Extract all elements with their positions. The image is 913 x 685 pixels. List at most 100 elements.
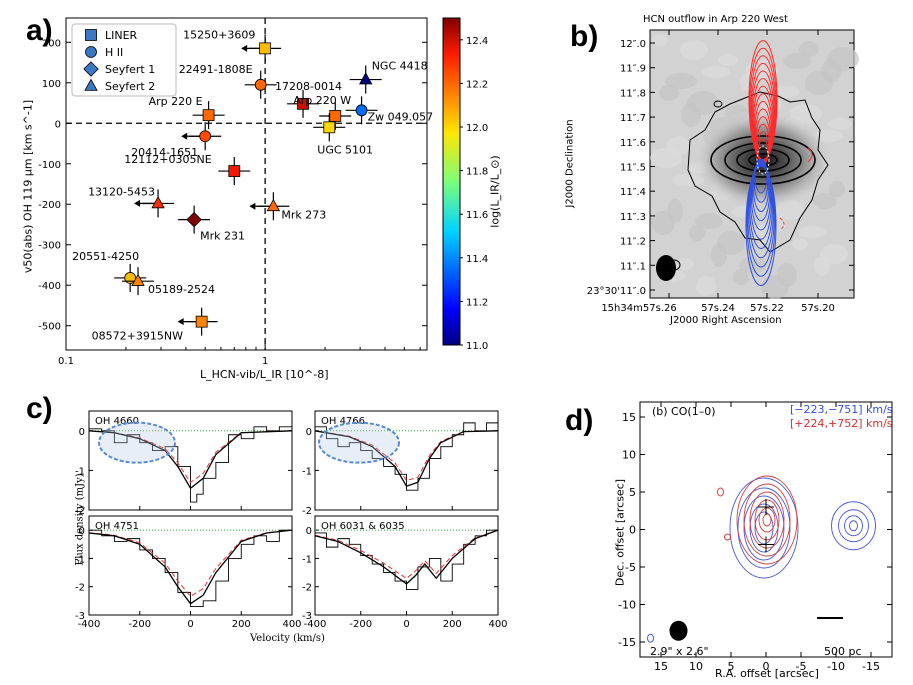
red-contour [736,475,798,565]
data-point: 17208-0014 [275,80,342,118]
x-tick-label: 0 [187,619,193,630]
blue-fragment [647,633,654,643]
red-contour [749,55,777,161]
data-point: Arp 220 E [149,95,225,130]
red-contour [758,507,776,533]
legend-marker-diamond [83,61,99,77]
y-tick-label: 0 [55,119,61,130]
upper-limit-arrowhead [241,44,248,52]
noise-blob [740,72,760,92]
beam-ellipse [669,620,688,641]
chart-d-frame [639,401,893,658]
noise-blob [776,200,804,220]
red-contour [752,78,774,162]
blue-contour-east [849,520,858,532]
fit-total [314,529,499,585]
noise-blob [747,123,771,147]
marker-square [195,315,208,328]
point-label: 20414-1651 [131,146,198,159]
red-contour [749,47,777,161]
spectrum-histogram [315,529,499,590]
noise-blob [829,181,845,197]
noise-blob [696,276,716,296]
x-tick-label: -15 [862,660,880,673]
y-tick-label: -2 [302,583,312,594]
red-contour [756,131,770,165]
point-label: Arp 220 E [149,95,203,108]
point-label: Mrk 273 [281,208,326,221]
legend-label: H II [105,46,123,59]
marker-square [228,165,241,177]
data-point: Mrk 273 [249,192,326,221]
colorbar-tick-label: 11.6 [466,210,488,221]
colorbar-tick-label: 12.4 [466,36,488,47]
y-tick-label: -200 [38,200,61,211]
red-contour [750,62,776,162]
point-label: Arp 220 W [293,94,351,107]
panel-letter-c: c) [26,392,53,425]
chart-c-ylabel: Flux density (mJy) [74,473,86,566]
legend-label: LINER [105,29,138,42]
noise-blob [769,149,793,165]
black-contour-core [736,148,790,172]
fit-component-red [88,430,293,484]
marker-triangle [358,72,373,85]
y-tick-label: -2 [302,506,312,517]
chart-a-colorbar-label: log(L_IR/L_⊙) [488,155,502,228]
noise-blob [703,129,723,145]
highlight-ellipse [98,421,176,464]
black-island [713,100,723,108]
legend-marker-square [85,29,97,41]
noise-blob [798,226,826,238]
x-tick-label: 0 [403,619,409,630]
red-contour [749,491,785,549]
red-fragment [717,487,724,497]
upper-limit-arrowhead [134,199,141,207]
noise-blob [748,194,764,206]
fit-component-red [88,529,293,597]
noise-blob [768,86,800,98]
data-point: 20414-1651 [131,122,222,159]
y-tick-label: -3 [75,611,85,622]
data-point: 22491-1808E [179,63,277,99]
noise-blob [770,212,786,232]
red-dashed-fragment [779,217,785,231]
noise-blob [651,211,675,235]
blue-contour [750,161,772,231]
red-contour [754,100,772,164]
legend-label: Seyfert 1 [105,63,155,76]
red-contour [757,138,769,166]
noise-blob [665,73,697,89]
legend-label: Seyfert 2 [105,80,155,93]
noise-blob [711,243,727,267]
noise-blob [792,238,808,250]
data-point: 20551-4250 [72,250,147,292]
chart-a-xlabel: L_HCN-vib/L_IR [10^-8] [200,368,329,381]
subplot-frame [88,410,293,511]
noise-blob [820,244,848,264]
chart-b-background [649,29,855,299]
noise-blob [666,136,690,156]
noise-blob [761,275,789,299]
y-tick-label: 11″.4 [620,187,646,198]
noise-blob [783,53,811,69]
upper-limit-arrowhead [177,318,184,326]
point-label: 13120-5453 [88,185,155,198]
spectrum-histogram [89,426,293,503]
y-tick-label: -5 [625,561,636,574]
black-contour-core [710,135,816,185]
spectrum-histogram [89,529,293,607]
y-tick-label: -400 [38,281,61,292]
chart-a-ylabel: v50(abs) OH 119 µm [km s^-1] [21,99,35,274]
y-tick-label: 12″.0 [620,39,646,50]
noise-blob [762,98,782,110]
marker-square [329,110,342,122]
panel-letter-b: b) [570,20,599,53]
data-point: UGC 5101 [313,113,373,156]
noise-blob [754,224,778,244]
y-tick-label: -500 [38,322,61,333]
marker-circle [199,130,212,143]
